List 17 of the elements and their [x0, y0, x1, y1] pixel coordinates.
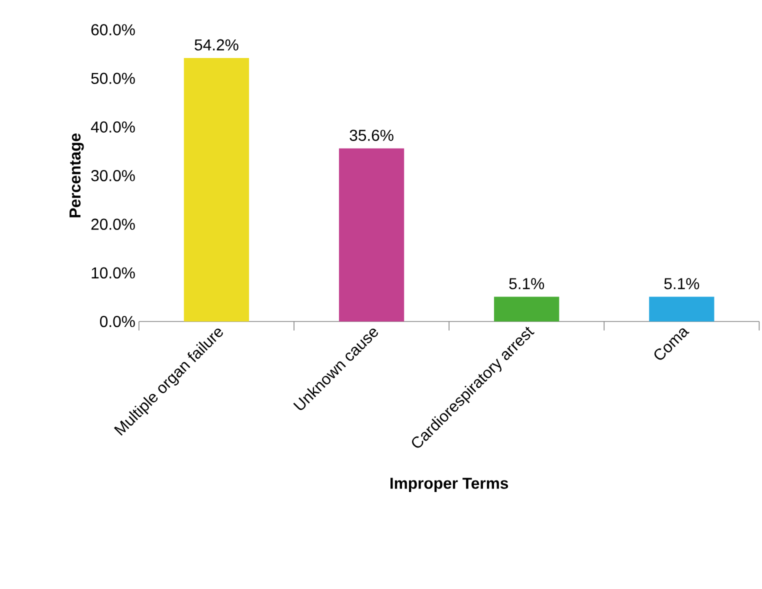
- y-tick-label: 20.0%: [91, 218, 135, 230]
- y-tick-label: 40.0%: [90, 121, 135, 132]
- bar: [338, 148, 404, 322]
- y-axis-title: Percentage: [70, 133, 84, 217]
- data-label: 54.2%: [194, 39, 238, 50]
- y-tick-label: 30.0%: [91, 170, 135, 182]
- data-label: 5.1%: [664, 278, 700, 290]
- y-tick-label: 10.0%: [92, 267, 135, 278]
- bar: [649, 296, 714, 322]
- bar: [494, 296, 560, 322]
- y-tick-label: 50.0%: [91, 72, 135, 84]
- y-tick-label: 60.0%: [91, 24, 135, 36]
- y-tick-label: 0.0%: [100, 316, 135, 327]
- data-label: 5.1%: [509, 278, 544, 290]
- bar: [184, 58, 250, 322]
- data-label: 35.6%: [350, 130, 394, 141]
- x-axis-title: Improper Terms: [390, 478, 508, 492]
